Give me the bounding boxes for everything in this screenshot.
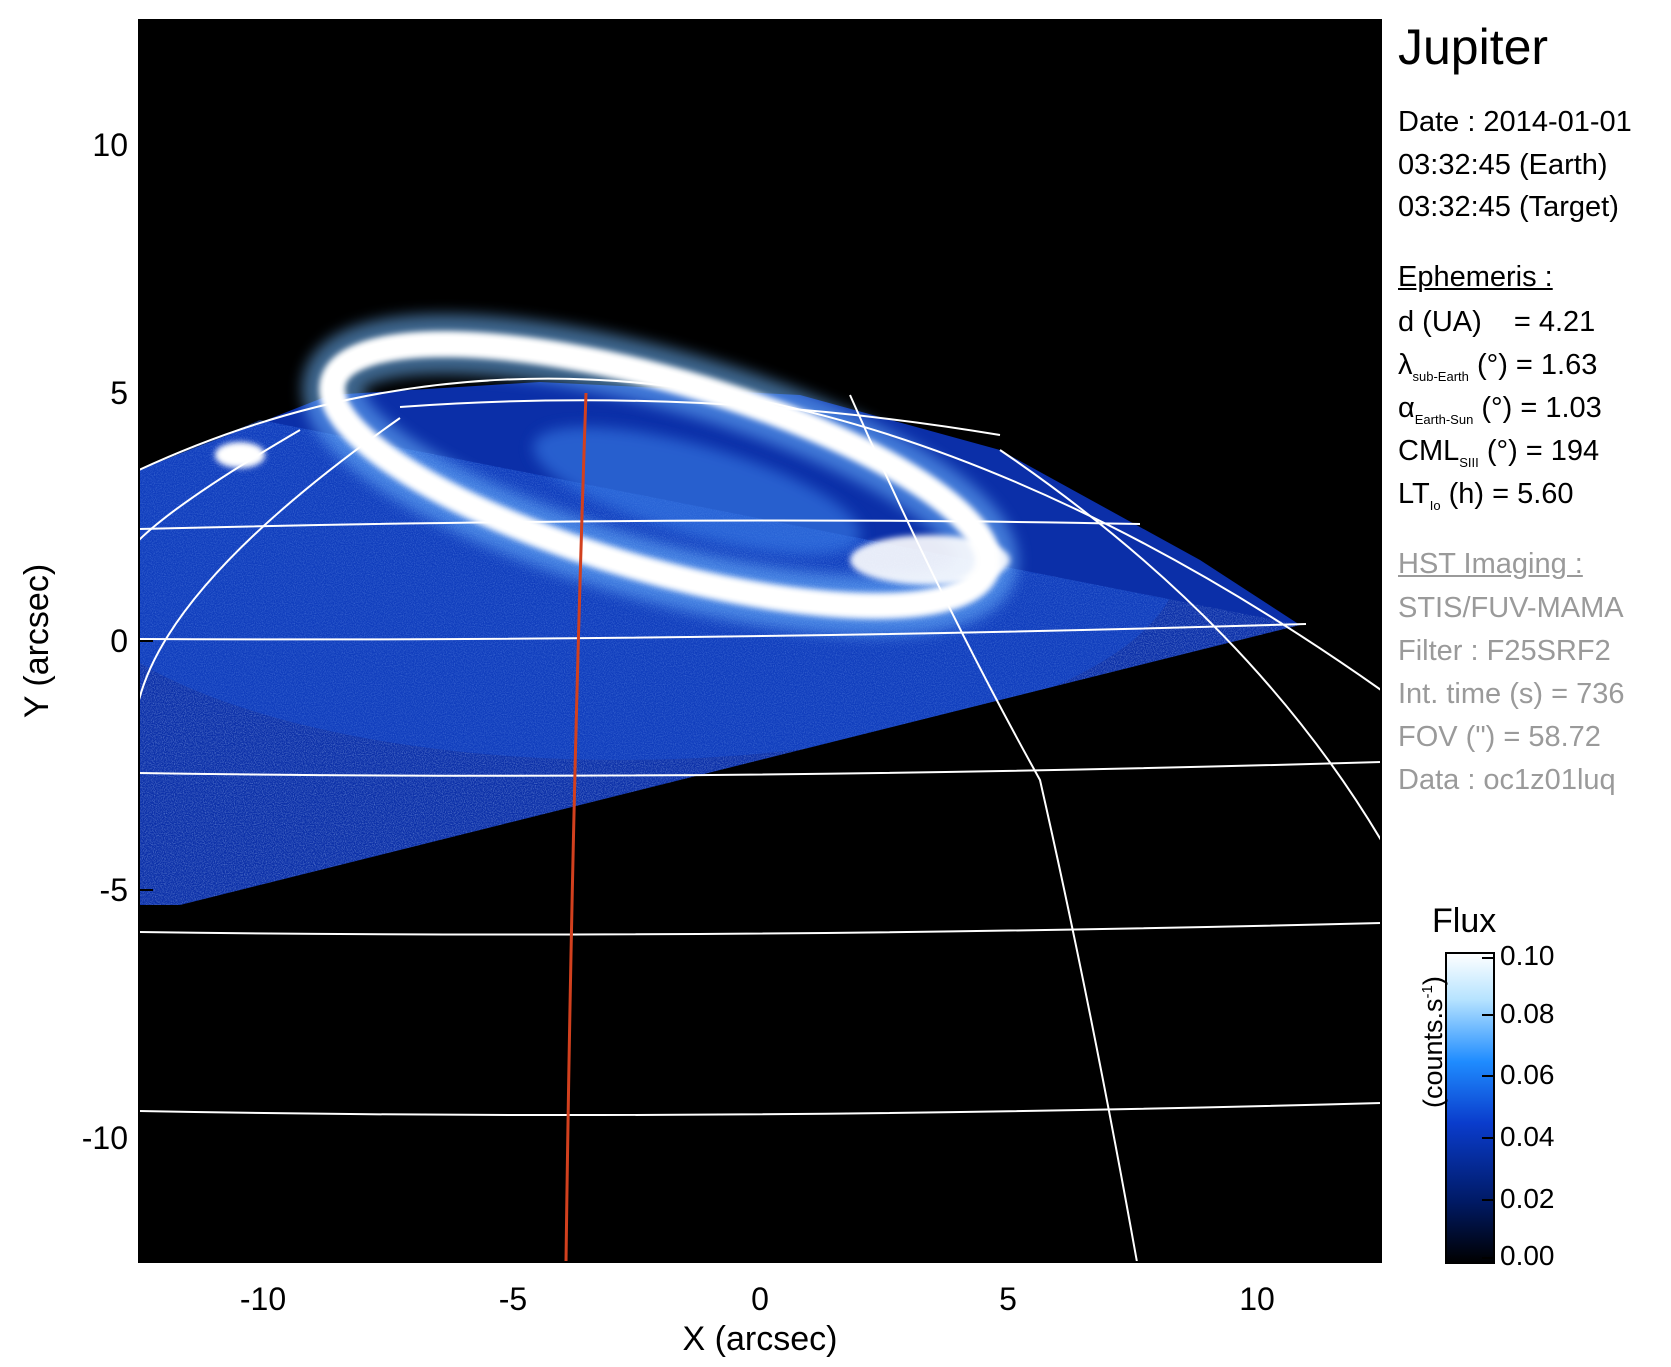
io-local-time-row: LTIo (h) = 5.60	[1398, 473, 1574, 527]
lambda-subscript: sub-Earth	[1412, 368, 1469, 384]
cml-label: CML	[1398, 435, 1460, 467]
colorbar-tick: 0.00	[1500, 1240, 1555, 1271]
colorbar-tick: 0.02	[1500, 1183, 1555, 1214]
axis-ticks	[139, 144, 1258, 1262]
colorbar-tick: 0.08	[1500, 998, 1555, 1029]
coordinate-grid	[139, 377, 1381, 1262]
central-meridian	[564, 392, 588, 1262]
cml-row: CMLSIII (°) = 194	[1398, 430, 1599, 484]
colorbar-tick: 0.04	[1500, 1121, 1555, 1152]
data-id: Data : oc1z01luq	[1398, 764, 1616, 796]
colorbar-tick: 0.06	[1500, 1059, 1555, 1090]
field-of-view: FOV (") = 58.72	[1398, 721, 1601, 753]
lt-label: LT	[1398, 478, 1430, 510]
auroral-oval	[302, 314, 1018, 636]
x-tick-label: 5	[999, 1281, 1017, 1317]
lt-subscript: Io	[1429, 497, 1441, 513]
lambda-value: (°) = 1.63	[1476, 349, 1598, 381]
time-earth: 03:32:45 (Earth)	[1398, 149, 1608, 181]
bright-spot	[850, 535, 1010, 585]
sub-earth-latitude-row: λsub-Earth (°) = 1.63	[1398, 344, 1597, 398]
lambda-symbol: λ	[1398, 349, 1413, 381]
image-content	[139, 314, 1381, 1262]
time-target: 03:32:45 (Target)	[1398, 191, 1619, 223]
alpha-value: (°) = 1.03	[1481, 392, 1602, 424]
x-tick-label: 10	[1239, 1281, 1275, 1317]
colorbar	[1445, 952, 1495, 1264]
phase-angle-row: αEarth-Sun (°) = 1.03	[1398, 387, 1602, 441]
cml-subscript: SIII	[1459, 454, 1479, 470]
x-tick-label: -5	[499, 1281, 527, 1317]
y-tick-label: 0	[110, 623, 128, 659]
alpha-symbol: α	[1398, 392, 1415, 424]
instrument: STIS/FUV-MAMA	[1398, 592, 1624, 624]
planet-limb	[139, 377, 1381, 691]
io-footprint-spot	[215, 442, 265, 468]
y-axis-label: Y (arcsec)	[18, 564, 56, 718]
x-tick-label: -10	[240, 1281, 286, 1317]
distance-row: d (UA) = 4.21	[1398, 301, 1595, 343]
y-tick-label: 10	[92, 127, 128, 163]
colorbar-tick: 0.10	[1500, 940, 1555, 971]
colorbar-title: Flux	[1432, 902, 1497, 940]
cml-value: (°) = 194	[1486, 435, 1600, 467]
imaging-heading: HST Imaging :	[1398, 548, 1583, 580]
planet-title: Jupiter	[1398, 19, 1549, 75]
x-axis-label: X (arcsec)	[683, 1320, 838, 1358]
x-tick-label: 0	[751, 1281, 769, 1317]
distance-label: d (UA)	[1398, 306, 1482, 338]
y-tick-label: -10	[82, 1120, 128, 1156]
lt-value: (h) = 5.60	[1448, 478, 1574, 510]
ephemeris-heading: Ephemeris :	[1398, 261, 1553, 293]
date-line: Date : 2014-01-01	[1398, 106, 1632, 138]
colorbar-unit: (counts.s-1)	[1418, 976, 1448, 1108]
integration-time: Int. time (s) = 736	[1398, 678, 1625, 710]
y-tick-label: 5	[110, 375, 128, 411]
distance-value: = 4.21	[1513, 306, 1596, 338]
filter: Filter : F25SRF2	[1398, 635, 1611, 667]
y-tick-label: -5	[100, 872, 128, 908]
alpha-subscript: Earth-Sun	[1414, 411, 1474, 427]
